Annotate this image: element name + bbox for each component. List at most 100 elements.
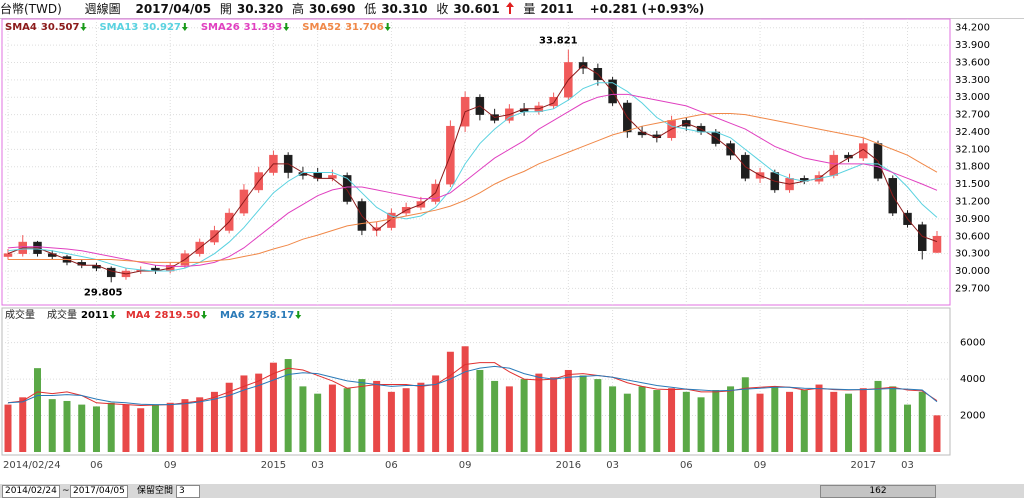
volume-bar xyxy=(491,380,499,452)
change: +0.281 xyxy=(589,2,638,16)
scrollbar[interactable]: 162 xyxy=(820,485,936,498)
volume-bar xyxy=(33,368,41,452)
volume-bar xyxy=(505,386,513,452)
volume-bar xyxy=(255,373,263,452)
y-tick-label: 33.000 xyxy=(955,92,990,103)
low: 30.310 xyxy=(381,2,428,16)
legend-value: 30.507 xyxy=(41,22,80,33)
chart: 29.700 30.000 30.300 30.600 30.900 31.200 31.5… xyxy=(1,18,990,471)
ma-line xyxy=(7,365,938,406)
volume-bar xyxy=(904,404,912,452)
space-label: 保留空間 xyxy=(137,486,174,496)
volume-bar xyxy=(4,404,12,452)
legend-name: MA4 xyxy=(126,310,151,321)
legend-value: 2758.17 xyxy=(249,310,295,321)
volume-bar xyxy=(196,397,204,452)
y-tick-label: 33.900 xyxy=(955,40,990,51)
volume-bar xyxy=(535,373,543,452)
volume-bar xyxy=(756,393,764,452)
volume-bar xyxy=(402,388,410,452)
x-tick-label: 09 xyxy=(164,460,177,471)
y-tick-label: 2000 xyxy=(960,411,985,422)
volume-bar xyxy=(48,399,56,452)
x-tick-label: 2014/02/24 xyxy=(3,460,61,471)
volume-bar xyxy=(668,388,676,452)
volume-bar xyxy=(712,390,720,452)
from-date[interactable]: 2014/02/24 xyxy=(2,485,60,498)
candle-body xyxy=(932,235,942,253)
volume-bar xyxy=(122,404,130,452)
volume-bar xyxy=(181,399,189,452)
legend-name: SMA4 xyxy=(5,22,37,33)
volume-bar xyxy=(550,377,558,452)
ma-line xyxy=(7,64,938,275)
volume-bar xyxy=(933,415,941,452)
x-tick-label: 03 xyxy=(901,460,914,471)
volume-bar xyxy=(682,391,690,452)
down-arrow xyxy=(283,23,290,31)
volume-bar xyxy=(638,386,646,452)
y-tick-label: 33.600 xyxy=(955,57,990,68)
volume-bar xyxy=(889,386,897,452)
volume-bar xyxy=(800,390,808,452)
volume-bar xyxy=(609,386,617,452)
volume-bar xyxy=(564,369,572,452)
y-tick-label: 30.900 xyxy=(955,214,990,225)
volume-bar xyxy=(78,404,86,452)
volume-bar xyxy=(417,382,425,452)
y-tick-label: 32.700 xyxy=(955,110,990,121)
volume-bar xyxy=(92,406,100,452)
separator: ~ xyxy=(62,486,70,496)
volume-bar xyxy=(623,393,631,452)
price-frame xyxy=(1,18,951,306)
candle-body xyxy=(342,175,352,202)
high-annotation: 33.821 xyxy=(539,36,578,47)
candle-body xyxy=(3,253,13,257)
volume-bar xyxy=(786,391,794,452)
y-tick-label: 30.000 xyxy=(955,266,990,277)
volume-bar xyxy=(579,375,587,452)
ma-line xyxy=(7,362,938,407)
ma-line xyxy=(7,82,938,272)
open: 30.320 xyxy=(236,2,284,16)
change-pct: (+0.93%) xyxy=(641,2,705,16)
legend-value: 2819.50 xyxy=(155,310,201,321)
volume-bar xyxy=(373,380,381,452)
space-input[interactable]: 3 xyxy=(176,485,200,498)
legend-name: SMA26 xyxy=(201,22,240,33)
y-tick-label: 34.200 xyxy=(955,23,990,34)
volume-bar xyxy=(210,391,218,452)
legend-value: 31.393 xyxy=(244,22,283,33)
volume-bar xyxy=(771,386,779,452)
volume-bar xyxy=(225,382,233,452)
volume-bar xyxy=(697,397,705,452)
x-tick-label: 03 xyxy=(311,460,324,471)
down-arrow xyxy=(181,23,188,31)
y-tick-label: 29.700 xyxy=(955,283,990,294)
x-tick-label: 2017 xyxy=(851,460,876,471)
to-date[interactable]: 2017/04/05 xyxy=(70,485,128,498)
x-tick-label: 06 xyxy=(90,460,103,471)
x-tick-label: 06 xyxy=(385,460,398,471)
down-arrow xyxy=(201,311,208,319)
volume-bar xyxy=(815,384,823,452)
volume-bar xyxy=(387,391,395,452)
volume-bar xyxy=(653,390,661,452)
x-tick-label: 2015 xyxy=(261,460,286,471)
legend-value: 31.706 xyxy=(345,22,384,33)
legend-value: 2011 xyxy=(81,310,109,321)
open-label: 開 xyxy=(219,2,232,16)
volume-bar xyxy=(741,377,749,452)
volume-bar xyxy=(107,402,115,452)
candle-body xyxy=(859,143,868,159)
volume-bar xyxy=(727,386,735,452)
x-tick-label: 09 xyxy=(459,460,472,471)
y-tick-label: 31.500 xyxy=(955,179,990,190)
volume-bar xyxy=(520,379,528,452)
candle-body xyxy=(106,267,116,278)
down-arrow xyxy=(80,23,87,31)
y-tick-label: 30.300 xyxy=(955,249,990,260)
volume-bar xyxy=(343,388,351,452)
date: 2017/04/05 xyxy=(135,2,212,16)
